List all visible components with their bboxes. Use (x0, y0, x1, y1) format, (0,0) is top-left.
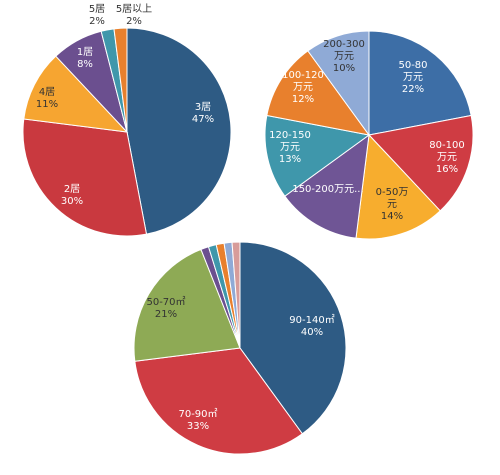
slice-label: 70-90㎡ 33% (178, 408, 217, 432)
slice-label: 1居 8% (77, 46, 93, 70)
slice-label: 200-300 万元 10% (323, 39, 365, 74)
pie-slice (368, 30, 472, 136)
slice-label: 2居 30% (61, 183, 83, 207)
slice-label: 0-50万元 14% (376, 187, 409, 222)
pie-slice (368, 114, 474, 212)
slice-label: 90-140㎡ 40% (289, 314, 334, 338)
slice-label: 5居以上 2% (116, 3, 152, 27)
slice-label: 80-100 万元 16% (429, 140, 464, 175)
slice-label: 120-150 万元 13% (269, 130, 311, 165)
slice-label: 150-200万元... (292, 184, 363, 195)
slice-label: 50-80 万元 22% (398, 60, 427, 95)
slice-label: 50-70㎡ 21% (146, 296, 185, 320)
slice-label: 4居 11% (36, 86, 58, 110)
slice-label: 100-120 万元 12% (282, 70, 324, 105)
pie-slice (23, 55, 129, 133)
pie-slice (231, 241, 241, 349)
pie-slice (284, 133, 370, 239)
pie-slice (134, 347, 304, 455)
pie-chart-area: 90-140㎡ 40% 70-90㎡ 33% 50-70㎡ 21% (133, 241, 347, 455)
pie-chart-price: 50-80 万元 22% 80-100 万元 16% 0-50万元 14% 150-200万元.… (264, 30, 474, 240)
slice-label: 5居 2% (89, 3, 105, 27)
slice-label: 3居 47% (192, 101, 214, 125)
pie-slice (239, 241, 347, 435)
pie-slice (307, 30, 370, 137)
pie-slice (22, 118, 148, 237)
pie-slice (113, 27, 128, 133)
pie-slice (133, 248, 241, 362)
pie-slice (266, 50, 371, 136)
pie-chart-bedrooms: 3居 47% 2居 30% 4居 11% 1居 8% 5居 2% 5居以上 2% (22, 3, 232, 237)
pie-slice (355, 133, 441, 240)
pie-slice (126, 27, 232, 235)
pie-slice (264, 114, 371, 197)
